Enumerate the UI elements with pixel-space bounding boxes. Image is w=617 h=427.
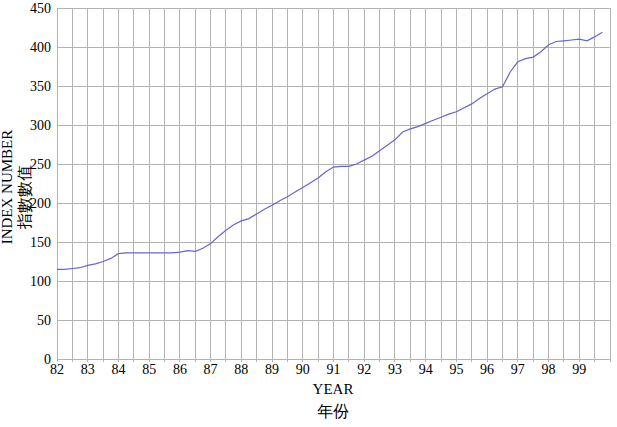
x-tick-label: 84: [111, 362, 125, 377]
x-tick-label: 89: [265, 362, 279, 377]
x-tick-label: 93: [388, 362, 402, 377]
x-axis-title-english: YEAR: [313, 381, 354, 397]
index-number-line-chart: 050100150200250300350400450 828384858687…: [0, 0, 617, 427]
x-tick-label: 94: [419, 362, 433, 377]
x-tick-label: 96: [480, 362, 494, 377]
y-tick-label: 450: [30, 1, 51, 16]
x-tick-label: 90: [296, 362, 310, 377]
y-axis-title-chinese: 指數數值: [16, 165, 33, 230]
x-tick-label: 98: [542, 362, 556, 377]
y-tick-label: 400: [30, 40, 51, 55]
y-tick-label: 250: [30, 157, 51, 172]
x-tick-label: 99: [572, 362, 586, 377]
chart-canvas: 050100150200250300350400450 828384858687…: [0, 0, 617, 427]
x-tick-label: 91: [327, 362, 341, 377]
x-tick-label: 86: [173, 362, 187, 377]
x-tick-label: 87: [204, 362, 218, 377]
x-tick-label: 97: [511, 362, 525, 377]
x-tick-label: 88: [234, 362, 248, 377]
x-tick-label: 83: [81, 362, 95, 377]
x-tick-label: 92: [357, 362, 371, 377]
y-tick-label: 300: [30, 118, 51, 133]
x-tick-label: 82: [50, 362, 64, 377]
y-tick-label: 150: [30, 235, 51, 250]
x-axis-title-chinese: 年份: [317, 403, 349, 420]
y-tick-label: 200: [30, 196, 51, 211]
grid: [57, 8, 610, 359]
series-line: [57, 32, 602, 269]
x-tick-label: 95: [449, 362, 463, 377]
y-tick-label: 350: [30, 79, 51, 94]
x-tick-label: 85: [142, 362, 156, 377]
x-axis-tick-labels: 82 83 84 85 86 87 88 89 90 91 92 93 94 95 96 97 98 99: [50, 362, 586, 377]
y-tick-label: 100: [30, 274, 51, 289]
y-tick-label: 50: [37, 313, 51, 328]
y-axis-title-english: INDEX NUMBER: [0, 130, 15, 245]
y-axis-tick-labels: 050100150200250300350400450: [30, 1, 51, 367]
